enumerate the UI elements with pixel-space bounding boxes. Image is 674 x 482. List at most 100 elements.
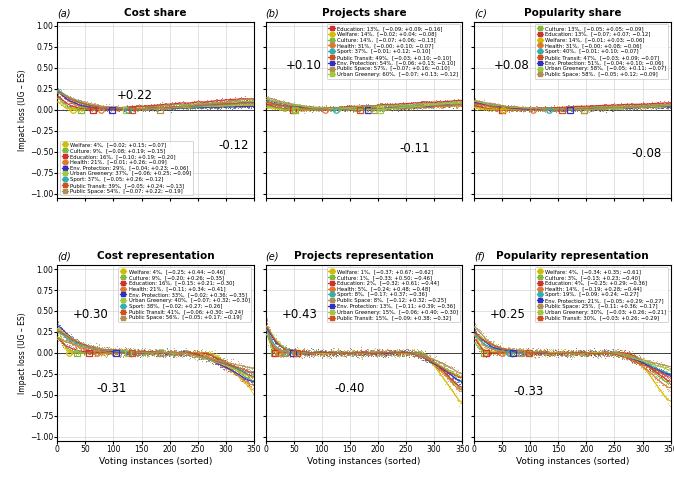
Point	[455, 371, 466, 378]
Point	[403, 101, 414, 109]
Point	[622, 102, 633, 109]
Point	[399, 350, 410, 358]
Point	[479, 340, 490, 348]
Point	[124, 106, 135, 113]
Point	[296, 107, 307, 115]
Point	[155, 348, 166, 355]
Point	[317, 350, 328, 358]
Point	[574, 352, 585, 360]
Point	[162, 104, 173, 112]
Point	[186, 99, 197, 107]
Point	[379, 105, 390, 112]
Point	[408, 348, 419, 356]
Point	[651, 104, 662, 112]
Point	[208, 101, 218, 108]
Point	[438, 371, 449, 379]
Point	[307, 349, 317, 357]
Point	[221, 362, 232, 370]
Point	[503, 348, 514, 356]
Point	[604, 103, 615, 110]
Point	[302, 350, 313, 358]
Point	[283, 349, 294, 357]
Point	[218, 101, 228, 109]
Point	[198, 101, 209, 108]
Point	[274, 101, 285, 109]
Point	[195, 103, 206, 110]
Point	[374, 351, 385, 359]
Point	[542, 105, 553, 112]
Point	[486, 101, 497, 109]
Point	[441, 101, 452, 108]
Point	[489, 343, 500, 350]
Point	[90, 101, 100, 108]
Point	[431, 102, 442, 110]
Point	[483, 348, 494, 355]
Point	[303, 346, 314, 354]
Point	[113, 106, 123, 113]
Point	[578, 103, 589, 111]
Point	[185, 104, 196, 111]
Point	[319, 350, 330, 358]
Point	[613, 104, 624, 111]
Point	[377, 104, 388, 111]
Point	[220, 358, 231, 366]
Point	[444, 97, 455, 105]
Point	[582, 106, 593, 114]
Point	[161, 105, 172, 112]
Point	[613, 100, 623, 108]
Point	[135, 104, 146, 111]
Point	[437, 101, 448, 108]
Point	[662, 368, 673, 375]
Point	[578, 351, 588, 359]
Point	[651, 103, 662, 110]
Point	[153, 348, 164, 356]
Point	[552, 348, 563, 355]
Point	[652, 361, 663, 369]
Point	[654, 372, 665, 379]
Point	[601, 105, 612, 113]
Point	[125, 348, 136, 356]
Point	[86, 344, 96, 351]
Point	[391, 349, 402, 357]
Point	[156, 103, 167, 110]
Point	[415, 103, 426, 110]
Point	[344, 105, 355, 113]
Point	[643, 360, 654, 368]
Point	[342, 351, 353, 359]
Point	[441, 374, 452, 382]
Point	[309, 351, 320, 359]
Point	[408, 102, 419, 110]
Point	[324, 349, 334, 357]
Point	[110, 350, 121, 358]
Point	[53, 329, 64, 336]
Point	[274, 97, 284, 105]
Point	[176, 347, 187, 355]
Point	[242, 370, 253, 377]
Point	[191, 99, 202, 107]
Point	[565, 105, 576, 113]
Point	[321, 349, 332, 357]
Point	[391, 351, 402, 359]
Point	[561, 105, 572, 113]
Point	[167, 348, 178, 356]
Point	[534, 349, 545, 357]
Point	[67, 348, 78, 356]
Point	[493, 103, 504, 110]
Point	[162, 103, 173, 110]
Point	[269, 100, 280, 108]
Point	[518, 106, 529, 113]
Point	[613, 104, 624, 111]
Point	[380, 107, 391, 114]
Point	[82, 103, 92, 110]
Point	[550, 348, 561, 356]
Point	[414, 351, 425, 359]
Point	[88, 106, 98, 113]
Point	[206, 101, 217, 108]
Point	[355, 105, 365, 113]
Point	[400, 347, 410, 355]
Point	[538, 349, 549, 357]
Point	[550, 348, 561, 356]
Point	[65, 104, 75, 111]
Point	[510, 347, 521, 354]
Point	[444, 102, 455, 109]
